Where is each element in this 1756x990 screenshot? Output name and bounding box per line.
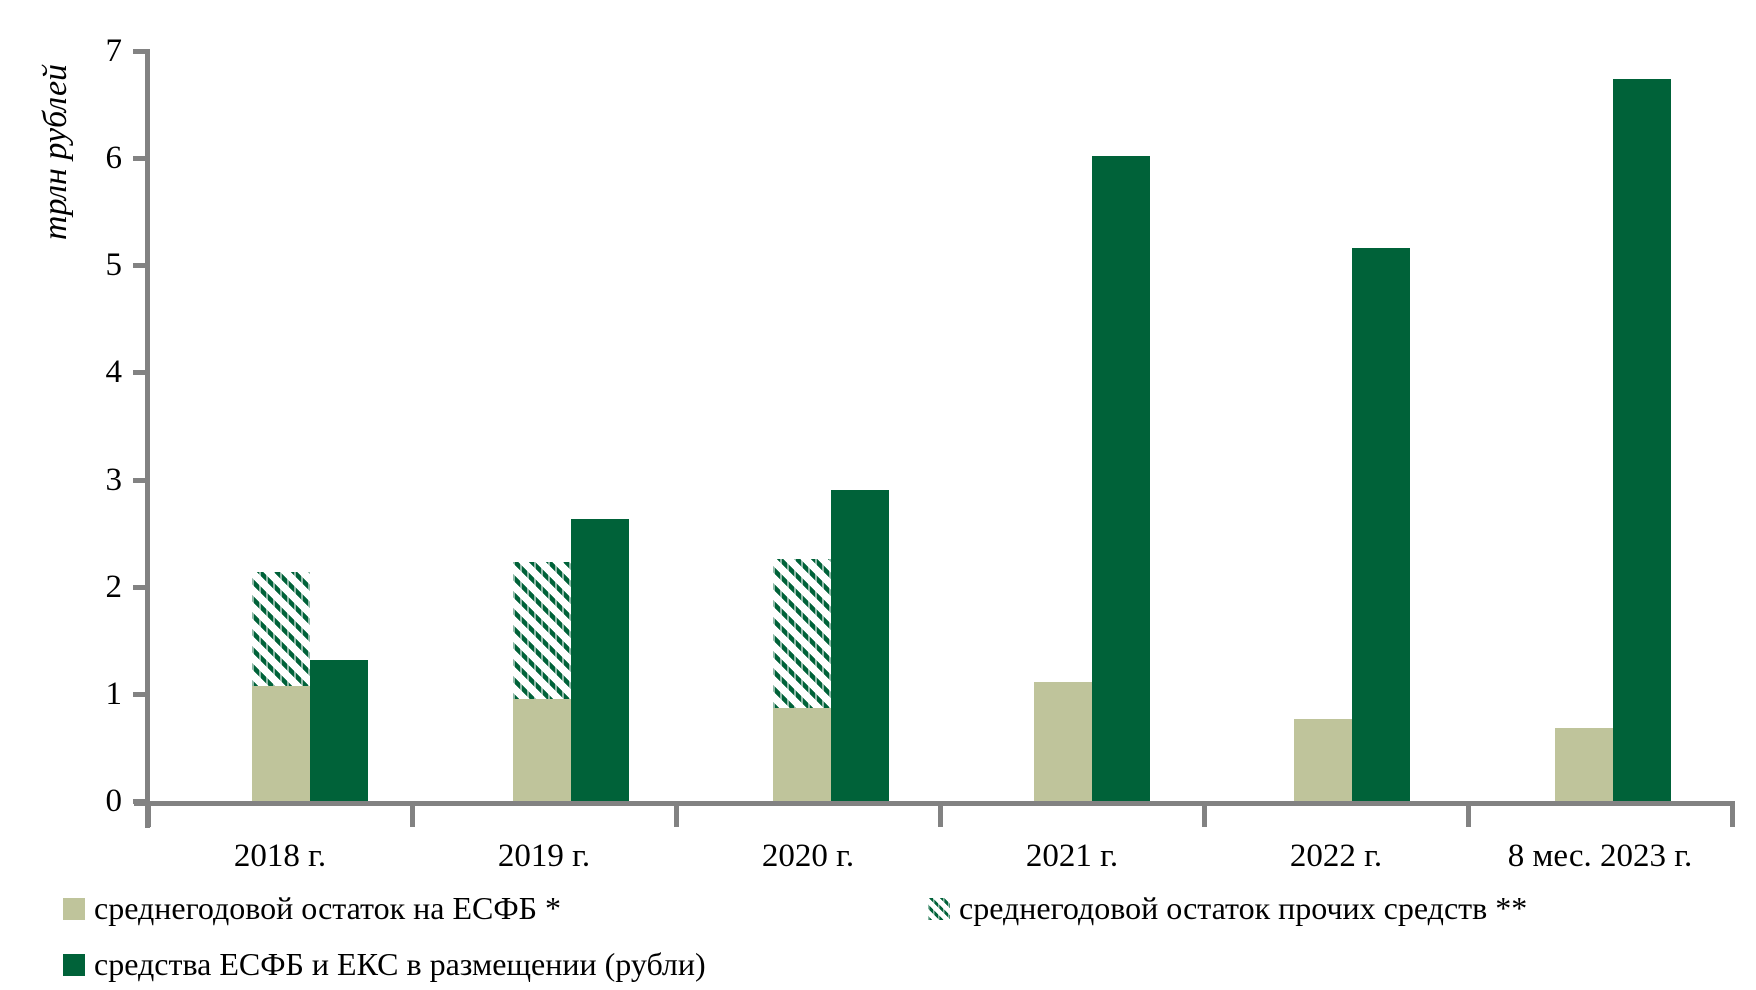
bar-esfb-average-balance-2021 bbox=[1033, 682, 1092, 801]
legend-item-other-funds-average-balance: среднегодовой остаток прочих средств ** bbox=[928, 890, 1527, 927]
x-tick-mark bbox=[1202, 801, 1207, 827]
y-tick-mark bbox=[133, 584, 149, 590]
y-tick-label: 3 bbox=[105, 461, 123, 498]
legend-swatch-hatched-icon bbox=[928, 897, 950, 920]
bar-esfb-eks-placements-2022 bbox=[1352, 248, 1411, 801]
legend-label-esfb-average-balance: среднегодовой остаток на ЕСФБ * bbox=[94, 890, 562, 926]
bar-other-funds-average-balance-2019 bbox=[512, 562, 571, 700]
legend-swatch-dark-green-icon bbox=[63, 953, 85, 976]
y-tick-label: 4 bbox=[105, 354, 123, 391]
x-axis-label: 8 мес. 2023 г. bbox=[1507, 838, 1693, 874]
legend-item-esfb-eks-placements: средства ЕСФБ и ЕКС в размещении (рубли) bbox=[63, 946, 706, 983]
x-tick-mark bbox=[674, 801, 679, 827]
legend-label-other-funds-average-balance: среднегодовой остаток прочих средств ** bbox=[959, 890, 1528, 926]
x-tick-mark bbox=[410, 801, 415, 827]
y-tick-label: 2 bbox=[105, 568, 123, 605]
x-axis-label: 2019 г. bbox=[497, 838, 591, 874]
y-tick-mark bbox=[133, 370, 149, 376]
x-tick-mark bbox=[1730, 801, 1735, 827]
x-axis-label: 2020 г. bbox=[761, 838, 855, 874]
bar-esfb-average-balance-2020 bbox=[773, 707, 832, 801]
bar-esfb-eks-placements-2019 bbox=[570, 519, 629, 801]
bar-esfb-average-balance-2019 bbox=[512, 699, 571, 801]
x-tick-mark bbox=[1466, 801, 1471, 827]
x-axis-line bbox=[134, 801, 1733, 806]
x-axis-label: 2021 г. bbox=[1025, 838, 1119, 874]
y-tick-label: 0 bbox=[105, 783, 123, 819]
bar-esfb-eks-placements-2021 bbox=[1091, 156, 1150, 801]
y-tick-mark bbox=[133, 477, 149, 483]
y-tick-label: 1 bbox=[105, 675, 123, 712]
y-tick-label: 6 bbox=[105, 140, 123, 177]
bar-other-funds-average-balance-2020 bbox=[773, 558, 832, 708]
bar-esfb-average-balance-82023 bbox=[1555, 728, 1613, 801]
y-tick-mark bbox=[133, 799, 149, 804]
legend-item-esfb-average-balance: среднегодовой остаток на ЕСФБ * bbox=[63, 890, 561, 927]
y-tick-mark bbox=[133, 691, 149, 697]
y-tick-label: 5 bbox=[105, 247, 123, 284]
bar-esfb-average-balance-2018 bbox=[252, 686, 310, 801]
bar-esfb-eks-placements-2020 bbox=[831, 490, 890, 801]
y-tick-mark bbox=[133, 263, 149, 269]
bar-esfb-eks-placements-82023 bbox=[1613, 78, 1671, 801]
y-tick-mark bbox=[133, 49, 149, 55]
x-tick-mark bbox=[146, 801, 151, 827]
y-axis-line bbox=[145, 49, 150, 828]
x-axis-label: 2022 г. bbox=[1289, 838, 1383, 874]
bar-esfb-eks-placements-2018 bbox=[310, 659, 368, 801]
y-tick-mark bbox=[133, 156, 149, 162]
bar-other-funds-average-balance-2018 bbox=[252, 571, 310, 687]
x-tick-mark bbox=[938, 801, 943, 827]
bar-esfb-average-balance-2022 bbox=[1294, 718, 1353, 801]
x-axis-label: 2018 г. bbox=[233, 838, 327, 874]
legend-label-esfb-eks-placements: средства ЕСФБ и ЕКС в размещении (рубли) bbox=[94, 946, 706, 982]
legend-swatch-light-green-icon bbox=[63, 897, 85, 920]
y-tick-label: 7 bbox=[105, 33, 123, 70]
